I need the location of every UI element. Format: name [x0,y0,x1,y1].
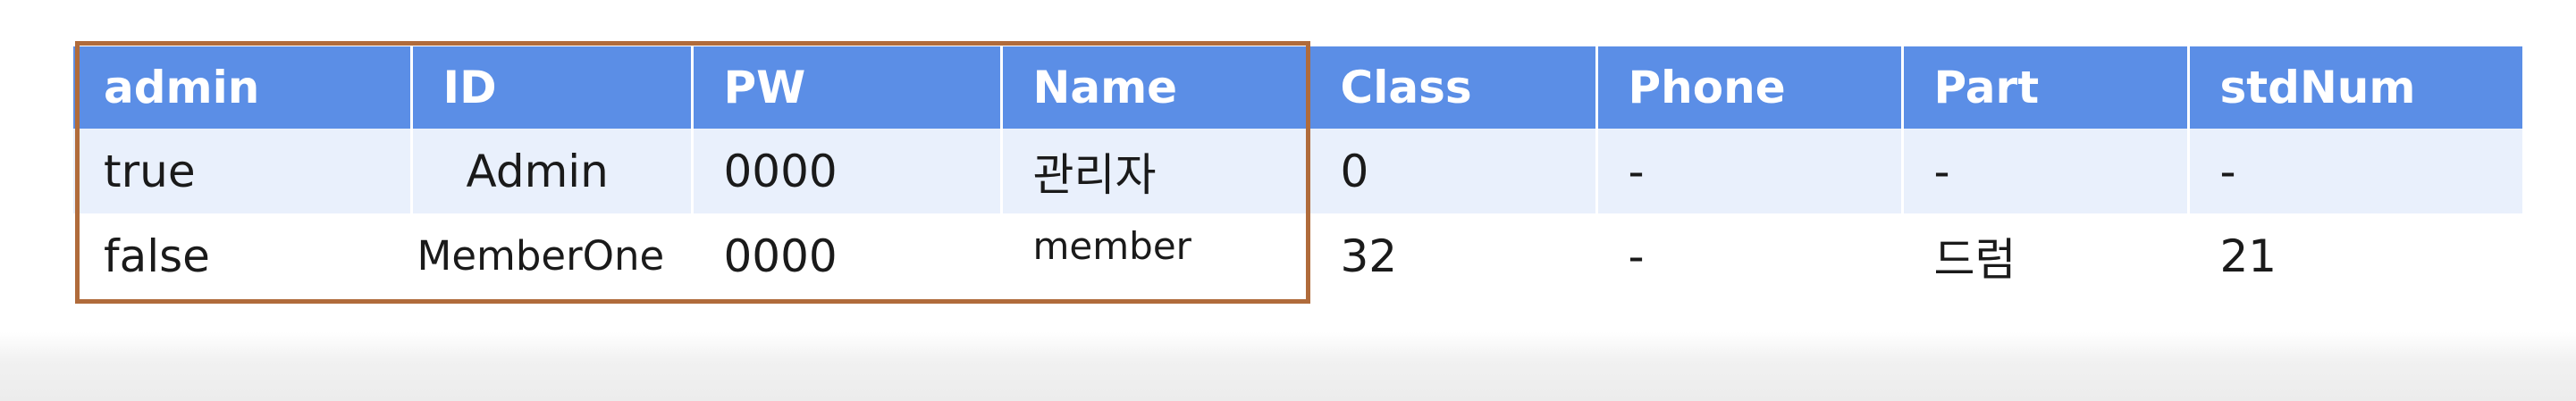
cell-part: - [1902,129,2190,213]
cell-admin: false [73,213,413,298]
column-header-class: Class [1309,46,1598,129]
cell-part: 드럼 [1902,213,2190,298]
members-table-container: admin ID PW Name Class Phone Part stdNum… [73,46,2522,298]
cell-admin: true [73,129,413,213]
cell-stdnum: 21 [2188,213,2522,298]
column-header-phone: Phone [1596,46,1904,129]
column-header-stdnum: stdNum [2188,46,2522,129]
table-row: false MemberOne 0000 member 32 - 드럼 21 [73,213,2522,298]
table-body: true Admin 0000 관리자 0 - - - false Member… [73,129,2522,298]
column-header-name: Name [1001,46,1310,129]
cell-name: member [1001,213,1310,298]
cell-stdnum: - [2188,129,2522,213]
cell-class: 0 [1309,129,1598,213]
members-table: admin ID PW Name Class Phone Part stdNum… [73,46,2522,298]
column-header-admin: admin [73,46,413,129]
table-header: admin ID PW Name Class Phone Part stdNum [73,46,2522,129]
column-header-id: ID [411,46,694,129]
table-row: true Admin 0000 관리자 0 - - - [73,129,2522,213]
column-header-pw: PW [692,46,1003,129]
header-row: admin ID PW Name Class Phone Part stdNum [73,46,2522,129]
column-header-part: Part [1902,46,2190,129]
cell-id: Admin [411,129,694,213]
cell-phone: - [1596,213,1904,298]
cell-id: MemberOne [411,213,694,298]
cell-pw: 0000 [692,129,1003,213]
cell-phone: - [1596,129,1904,213]
cell-pw: 0000 [692,213,1003,298]
cell-name: 관리자 [1001,129,1310,213]
cell-class: 32 [1309,213,1598,298]
